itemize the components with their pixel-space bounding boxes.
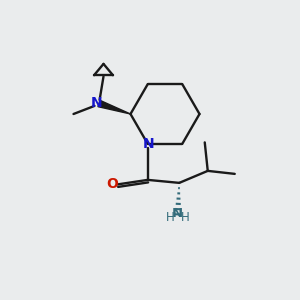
Text: N: N [91,96,102,110]
Text: H: H [166,212,175,224]
Text: O: O [107,177,118,191]
Text: N: N [172,207,183,220]
Text: N: N [142,137,154,152]
Text: H: H [181,212,190,224]
Polygon shape [98,100,130,114]
